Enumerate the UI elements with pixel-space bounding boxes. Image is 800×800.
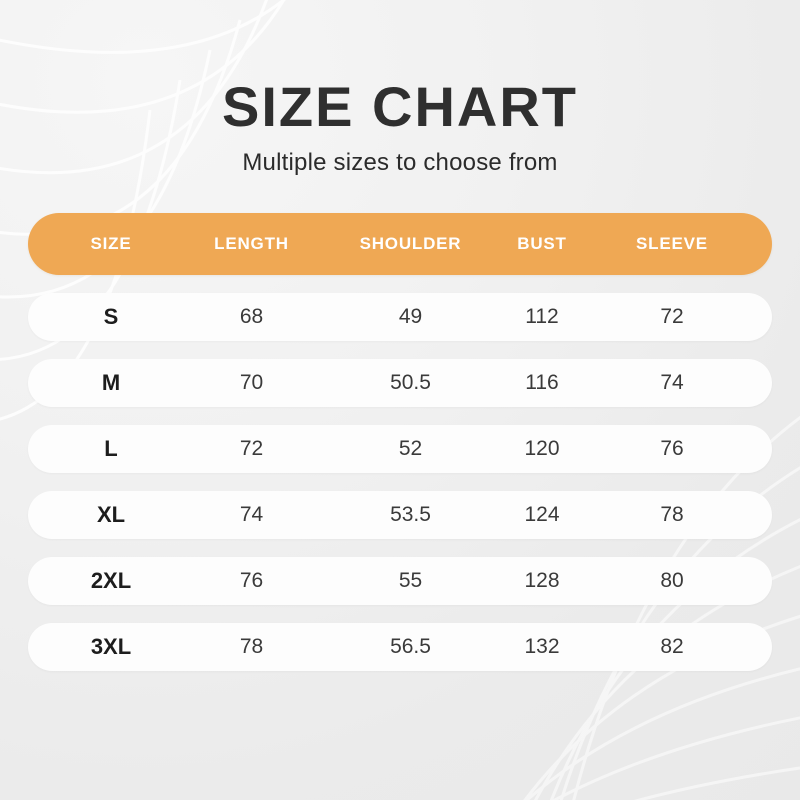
cell-bust: 120 [524,437,560,460]
cell-length: 76 [239,569,264,592]
page-title: SIZE CHART [222,75,578,138]
cell-length: 78 [239,635,264,658]
cell-length: 72 [239,437,264,460]
cell-sleeve: 76 [660,437,684,460]
cell-shoulder: 55 [398,569,423,592]
column-header-length: LENGTH [214,234,289,253]
table-row: M 70 50.5 116 74 [28,359,772,407]
cell-bust: 124 [524,503,560,526]
cell-length: 74 [239,503,264,526]
table-row: 3XL 78 56.5 132 82 [28,623,772,671]
cell-sleeve: 74 [660,371,684,394]
cell-shoulder: 53.5 [390,503,431,526]
cell-sleeve: 72 [660,305,684,328]
page-title-block: SIZE CHART Multiple sizes to choose from [0,78,800,177]
cell-bust: 112 [525,305,559,328]
page-subtitle: Multiple sizes to choose from [242,149,558,177]
cell-bust: 132 [524,635,560,658]
cell-bust: 116 [525,371,559,394]
cell-size: 3XL [90,634,132,659]
table-row: XL 74 53.5 124 78 [28,491,772,539]
column-header-bust: BUST [517,234,567,253]
cell-size: S [103,304,119,329]
cell-sleeve: 82 [660,635,684,658]
table-body: S 68 49 112 72 M 70 50.5 116 74 L 72 52 … [28,293,772,671]
table-row: 2XL 76 55 128 80 [28,557,772,605]
cell-sleeve: 78 [660,503,684,526]
cell-length: 70 [239,371,264,394]
column-header-sleeve: SLEEVE [636,234,708,253]
cell-size: M [101,370,121,395]
cell-length: 68 [239,305,264,328]
size-chart-table: SIZE LENGTH SHOULDER BUST SLEEVE S 68 49… [28,213,772,671]
cell-shoulder: 50.5 [390,371,431,394]
table-row: L 72 52 120 76 [28,425,772,473]
cell-shoulder: 56.5 [390,635,431,658]
table-row: S 68 49 112 72 [28,293,772,341]
cell-sleeve: 80 [660,569,684,592]
table-header-row: SIZE LENGTH SHOULDER BUST SLEEVE [28,213,772,275]
cell-size: 2XL [90,568,132,593]
cell-shoulder: 49 [398,305,423,328]
cell-size: L [104,436,118,461]
cell-size: XL [96,502,126,527]
cell-bust: 128 [524,569,560,592]
cell-shoulder: 52 [398,437,423,460]
column-header-shoulder: SHOULDER [359,234,462,253]
column-header-size: SIZE [90,234,132,253]
